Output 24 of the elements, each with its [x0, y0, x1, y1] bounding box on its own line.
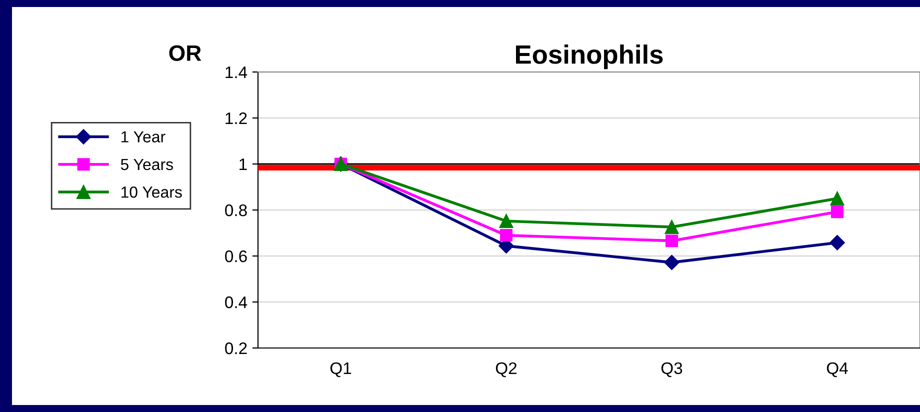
x-tick-label: Q3 [661, 362, 682, 378]
legend-label: 1 Year [121, 131, 166, 142]
y-tick-label: 1.2 [226, 112, 247, 124]
x-tick-label: Q4 [826, 362, 848, 378]
legend-label: 5 Years [120, 158, 173, 170]
x-tick-label: Q1 [330, 362, 352, 378]
point [664, 254, 680, 270]
y-tick-label: 0.6 [225, 250, 247, 262]
point [831, 206, 844, 218]
point [664, 220, 679, 234]
y-axis-title: OR [169, 45, 202, 61]
point [499, 214, 514, 228]
y-tick-label: 0.4 [225, 296, 248, 308]
y-tick-label: 0.2 [225, 342, 247, 354]
chart-title: Eosinophils [516, 44, 663, 70]
point [500, 229, 512, 242]
x-tick-label: Q2 [496, 362, 517, 378]
point [830, 192, 844, 206]
y-tick-label: 1.4 [226, 66, 248, 78]
legend-label: 10 Years [121, 186, 182, 198]
y-tick-label: 1 [240, 158, 247, 170]
point [666, 234, 678, 248]
y-tick-label: 0.8 [225, 204, 247, 216]
point [830, 235, 845, 250]
